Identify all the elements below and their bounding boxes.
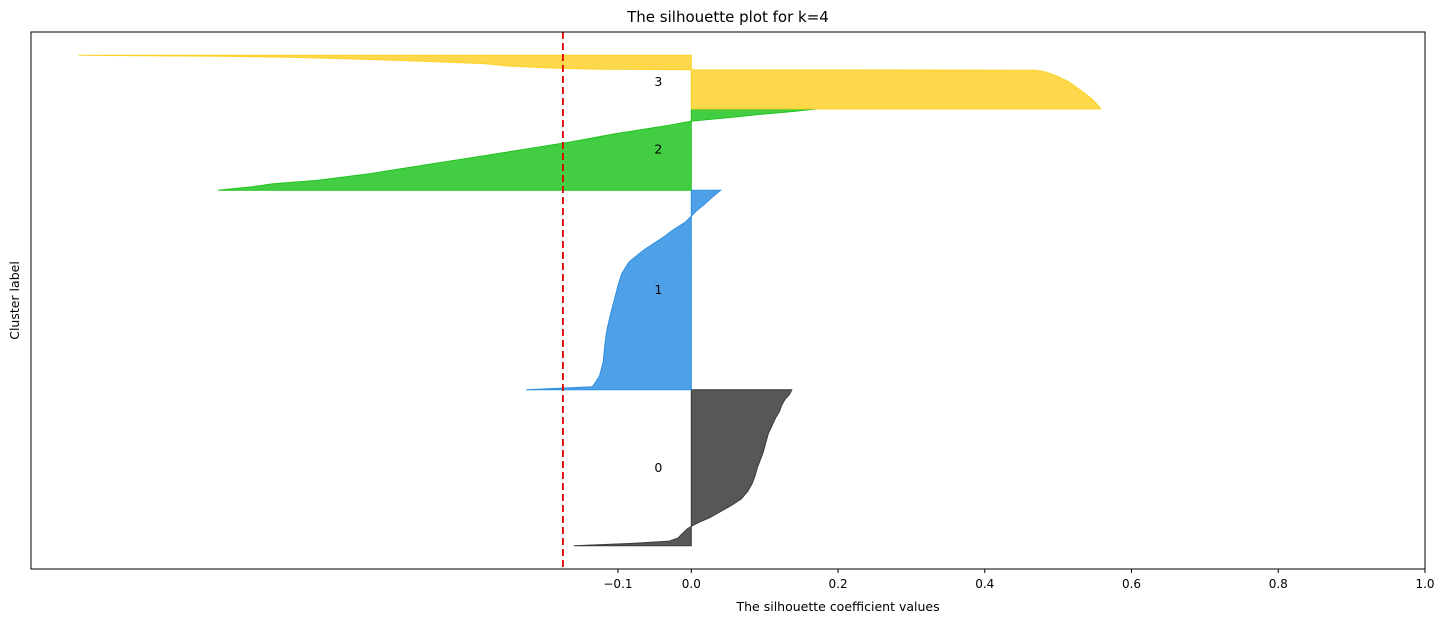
cluster-labels: 0 1 2 3 (654, 74, 662, 475)
cluster-label-3: 3 (654, 74, 662, 89)
cluster-3-silhouette (78, 54, 1102, 110)
cluster-label-0: 0 (654, 460, 662, 475)
x-tick-label: 0.0 (682, 577, 701, 591)
cluster-2-silhouette (218, 108, 818, 191)
x-axis-label: The silhouette coefficient values (735, 599, 939, 614)
cluster-0-silhouette (573, 389, 793, 547)
cluster-fills (78, 54, 1102, 547)
x-tick-label: 0.4 (975, 577, 994, 591)
x-tick-label: −0.1 (603, 577, 632, 591)
cluster-label-1: 1 (654, 282, 662, 297)
x-axis-ticks: −0.1 0.0 0.2 0.4 0.6 0.8 1.0 (603, 569, 1435, 591)
chart-title: The silhouette plot for k=4 (626, 8, 829, 26)
x-tick-label: 0.2 (829, 577, 848, 591)
x-tick-label: 0.8 (1269, 577, 1288, 591)
y-axis-label: Cluster label (7, 261, 22, 340)
x-tick-label: 1.0 (1415, 577, 1434, 591)
cluster-label-2: 2 (654, 142, 662, 157)
cluster-1-silhouette (526, 189, 723, 391)
x-tick-label: 0.6 (1122, 577, 1141, 591)
plot-frame (30, 31, 1426, 570)
